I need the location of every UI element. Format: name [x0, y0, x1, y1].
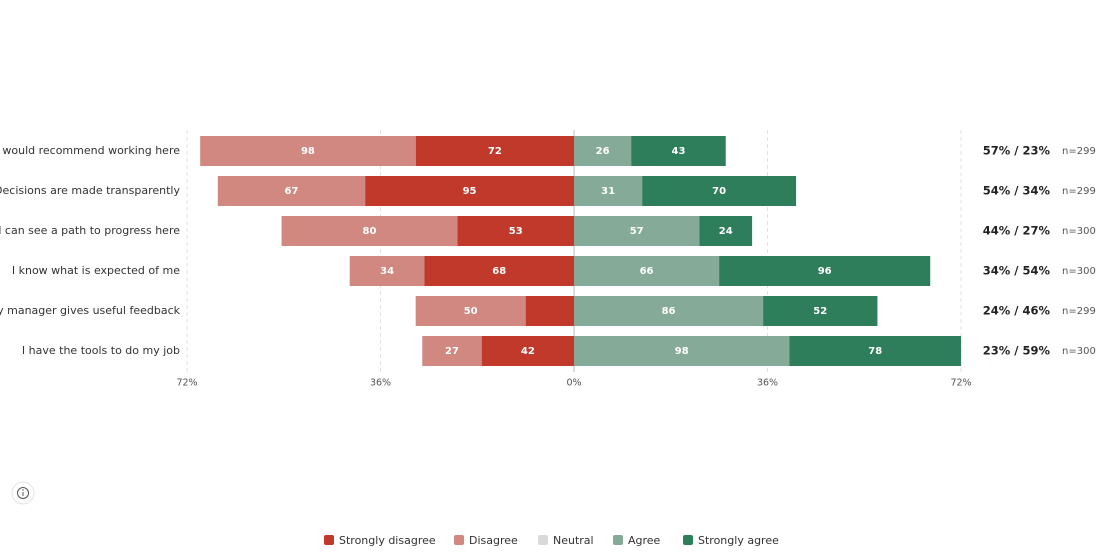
summary-label: 34% / 54%	[983, 264, 1051, 278]
bar-segment	[349, 256, 425, 286]
n-label: n=300	[1062, 346, 1096, 357]
legend-swatch	[454, 535, 464, 545]
legend-label: Strongly disagree	[339, 534, 436, 547]
bar-segment	[574, 136, 632, 166]
value-label: 53	[509, 226, 523, 237]
value-label: 27	[445, 346, 459, 357]
category-label: I can see a path to progress here	[0, 224, 180, 237]
value-label: 86	[662, 306, 676, 317]
legend-swatch	[324, 535, 334, 545]
value-label: 57	[630, 226, 644, 237]
value-label: 98	[301, 146, 315, 157]
summary-label: 23% / 59%	[983, 344, 1051, 358]
value-label: 96	[818, 266, 832, 277]
summary-label: 24% / 46%	[983, 304, 1051, 318]
value-label: 31	[601, 186, 615, 197]
x-tick-label: 0%	[566, 378, 581, 389]
value-label: 43	[671, 146, 685, 157]
bar-segment	[365, 176, 574, 206]
summary-label: 54% / 34%	[983, 184, 1051, 198]
value-label: 50	[464, 306, 478, 317]
bar-segment	[424, 256, 574, 286]
bar-segment	[631, 136, 726, 166]
value-label: 98	[675, 346, 689, 357]
value-label: 80	[363, 226, 377, 237]
x-tick-label: 36%	[757, 378, 778, 389]
value-label: 72	[488, 146, 502, 157]
value-label: 70	[712, 186, 726, 197]
legend-label: Neutral	[553, 534, 594, 547]
x-tick-label: 72%	[950, 378, 971, 389]
x-tick-label: 72%	[176, 378, 197, 389]
legend-label: Agree	[628, 534, 661, 547]
category-label: I would recommend working here	[0, 144, 180, 157]
category-label: I know what is expected of me	[12, 264, 180, 277]
bar-segment	[281, 216, 458, 246]
bar-segment	[574, 216, 700, 246]
n-label: n=299	[1062, 146, 1096, 157]
value-label: 95	[463, 186, 477, 197]
summary-label: 44% / 27%	[983, 224, 1051, 238]
n-label: n=299	[1062, 306, 1096, 317]
value-label: 24	[719, 226, 733, 237]
category-label: I have the tools to do my job	[22, 344, 180, 357]
bar-segment	[574, 256, 720, 286]
info-icon[interactable]	[11, 481, 35, 505]
bar-segment	[422, 336, 482, 366]
x-tick-label: 36%	[370, 378, 391, 389]
bar-segment	[719, 256, 931, 286]
n-label: n=300	[1062, 226, 1096, 237]
legend-swatch	[538, 535, 548, 545]
bar-segment	[642, 176, 797, 206]
n-label: n=300	[1062, 266, 1096, 277]
summary-label: 57% / 23%	[983, 144, 1051, 158]
value-label: 67	[284, 186, 298, 197]
category-label: My manager gives useful feedback	[0, 304, 181, 317]
bar-segment	[481, 336, 574, 366]
value-label: 68	[492, 266, 506, 277]
bar-segment	[574, 176, 643, 206]
bar-segment	[200, 136, 416, 166]
bar-segment	[574, 336, 790, 366]
bar-segment	[457, 216, 574, 246]
bar-segment	[415, 136, 574, 166]
bar-segment	[789, 336, 961, 366]
value-label: 34	[380, 266, 394, 277]
bar-segment	[763, 296, 878, 326]
n-label: n=299	[1062, 186, 1096, 197]
category-label: Decisions are made transparently	[0, 184, 180, 197]
value-label: 52	[813, 306, 827, 317]
bar-segment	[415, 296, 526, 326]
bar-segment	[699, 216, 753, 246]
value-label: 78	[868, 346, 882, 357]
legend-label: Strongly agree	[698, 534, 779, 547]
bar-segment	[525, 296, 574, 326]
bar-segment	[217, 176, 366, 206]
value-label: 26	[596, 146, 610, 157]
legend-swatch	[683, 535, 693, 545]
value-label: 66	[640, 266, 654, 277]
bar-segment	[574, 296, 764, 326]
legend-label: Disagree	[469, 534, 518, 547]
legend-swatch	[613, 535, 623, 545]
value-label: 42	[521, 346, 535, 357]
